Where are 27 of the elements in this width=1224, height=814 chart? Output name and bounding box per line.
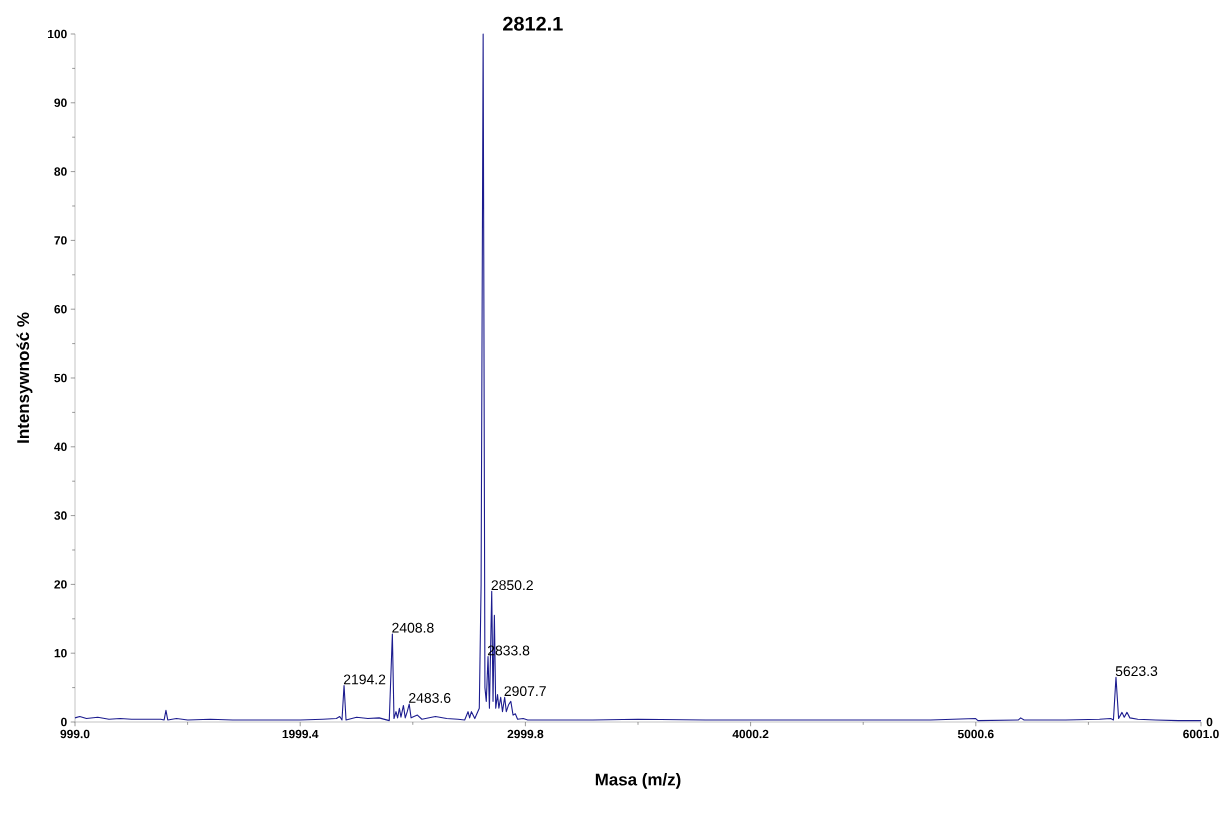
y-tick-label: 0 bbox=[61, 717, 67, 727]
annotation: 2812.1 bbox=[503, 16, 563, 31]
x-tick-label: 2999.8 bbox=[507, 729, 544, 739]
y-tick-label: 10 bbox=[54, 648, 67, 658]
x-axis-title: Masa (m/z) bbox=[595, 773, 681, 789]
y-tick-label: 90 bbox=[54, 98, 67, 108]
y-tick-label: 60 bbox=[54, 304, 67, 314]
y-axis-title: Intensywność % bbox=[16, 312, 33, 443]
y-tick-label: 30 bbox=[54, 511, 67, 520]
y-tick-label: 80 bbox=[54, 167, 67, 176]
x-tick-label: 4000.2 bbox=[732, 729, 769, 739]
annotation: 2194.2 bbox=[343, 674, 386, 685]
annotation: 2907.7 bbox=[504, 686, 546, 697]
y-tick-label: 50 bbox=[54, 373, 67, 383]
x-tick-label: 5000.6 bbox=[957, 729, 994, 739]
annotation: 2483.6 bbox=[409, 693, 451, 703]
text: 0 bbox=[1206, 717, 1213, 727]
y-tick-label: 70 bbox=[54, 236, 67, 245]
x-tick-label: 1999.4 bbox=[282, 729, 319, 739]
annotation: 2408.8 bbox=[392, 622, 434, 633]
y-tick-label: 20 bbox=[54, 580, 67, 589]
annotation: 2850.2 bbox=[491, 580, 533, 591]
annotation: 5623.3 bbox=[1115, 666, 1158, 677]
x-tick-label: 999.0 bbox=[60, 729, 90, 739]
y-tick-label: 40 bbox=[54, 442, 67, 452]
x-tick-label: 6001.0 bbox=[1183, 729, 1219, 739]
y-tick-label: 100 bbox=[48, 29, 67, 39]
